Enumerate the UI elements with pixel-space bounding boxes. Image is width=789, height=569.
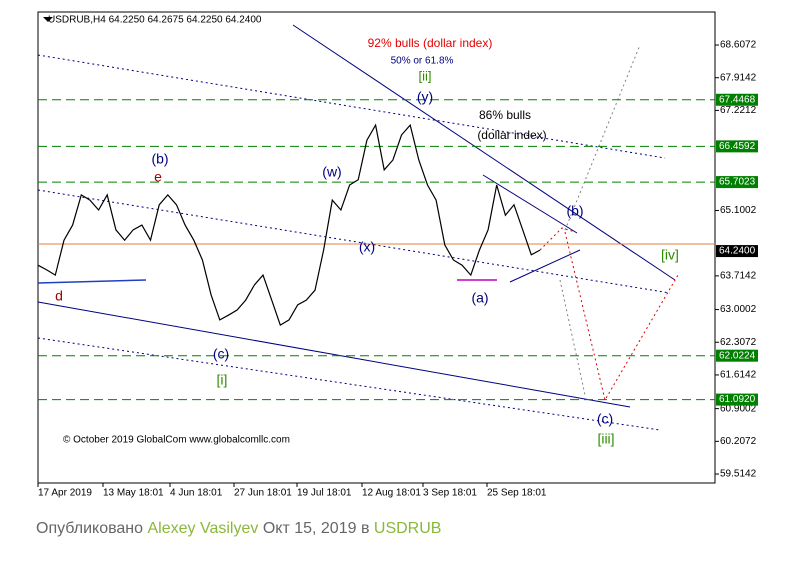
x-tick-label: 12 Aug 18:01 (362, 488, 421, 499)
projection-line (559, 279, 586, 396)
level-label: 67.4468 (719, 94, 756, 105)
wave-label: [iv] (661, 247, 679, 263)
wave-label: [ii] (419, 68, 432, 83)
x-tick-label: 17 Apr 2019 (38, 488, 92, 499)
wave-label: (b) (566, 203, 583, 219)
chart-title: USDRUB,H4 64.2250 64.2675 64.2250 64.240… (48, 15, 262, 26)
level-label: 61.0920 (719, 394, 756, 405)
x-tick-label: 13 May 18:01 (103, 488, 164, 499)
level-badge (716, 93, 758, 106)
x-tick-label: 27 Jun 18:01 (234, 488, 292, 499)
footer: Опубликовано Alexey Vasilyev Окт 15, 201… (36, 520, 441, 538)
level-badge (716, 176, 758, 189)
y-tick-label: 60.2072 (720, 436, 757, 447)
price-line (37, 123, 541, 326)
y-tick-label: 63.0002 (720, 304, 757, 315)
wave-label: (w) (322, 164, 341, 180)
plot-frame (37, 11, 716, 484)
price-badge (716, 245, 758, 258)
menu-arrow (43, 17, 53, 22)
level-label: 65.7023 (719, 177, 756, 188)
wave-label: d (55, 288, 63, 304)
price-label: 64.2400 (719, 246, 756, 257)
y-tick-label: 68.6072 (720, 40, 757, 51)
x-tick-label: 19 Jul 18:01 (297, 488, 352, 499)
trend-lines (37, 24, 676, 431)
trend-line (482, 174, 578, 234)
trend-line (292, 24, 676, 281)
y-tick-label: 67.9142 (720, 72, 757, 83)
level-badge (716, 349, 758, 362)
level-label: 62.0224 (719, 350, 756, 361)
wave-label: (y) (417, 89, 433, 105)
chart: USDRUB,H4 64.2250 64.2675 64.2250 64.240… (37, 11, 758, 499)
wave-label: (a) (471, 290, 488, 306)
wave-label: (c) (213, 346, 229, 362)
wave-label: (x) (359, 239, 375, 255)
y-tick-label: 61.6142 (720, 370, 757, 381)
x-tick-label: 4 Jun 18:01 (170, 488, 223, 499)
wave-label: [i] (217, 372, 228, 388)
trend-line (509, 249, 581, 283)
level-label: 66.4592 (719, 141, 756, 152)
y-tick-label: 62.3072 (720, 337, 757, 348)
x-tick-label: 3 Sep 18:01 (423, 488, 477, 499)
wave-label: (c) (597, 411, 613, 427)
wave-label: [iii] (597, 431, 614, 447)
wave-label: (dollar index) (477, 128, 546, 142)
y-tick-label: 65.1002 (720, 205, 757, 216)
x-tick-label: 25 Sep 18:01 (487, 488, 547, 499)
projection-line (564, 44, 641, 231)
footer-date: Окт 15, 2019 в (262, 520, 370, 537)
trend-line (37, 279, 147, 284)
trend-line (37, 301, 631, 408)
author-link[interactable]: Alexey Vasilyev (147, 520, 259, 537)
y-tick-label: 59.5142 (720, 469, 757, 480)
footer-prefix: Опубликовано (36, 520, 144, 537)
wave-label: 86% bulls (479, 108, 531, 122)
y-tick-label: 67.2212 (720, 105, 757, 116)
projection-line (539, 227, 576, 251)
y-tick-label: 63.7142 (720, 271, 757, 282)
wave-label: e (154, 169, 162, 185)
trend-line (37, 337, 661, 431)
level-badge (716, 140, 758, 153)
copyright: © October 2019 GlobalCom www.globalcomll… (63, 435, 290, 446)
symbol-link[interactable]: USDRUB (373, 520, 442, 537)
projection (539, 44, 679, 402)
wave-label: 92% bulls (dollar index) (368, 36, 493, 50)
y-tick-label: 60.9002 (720, 403, 757, 414)
trend-line (37, 54, 666, 159)
level-badge (716, 393, 758, 406)
wave-label: (b) (151, 151, 168, 167)
wave-label: 50% or 61.8% (391, 56, 454, 67)
trend-line (37, 189, 671, 294)
